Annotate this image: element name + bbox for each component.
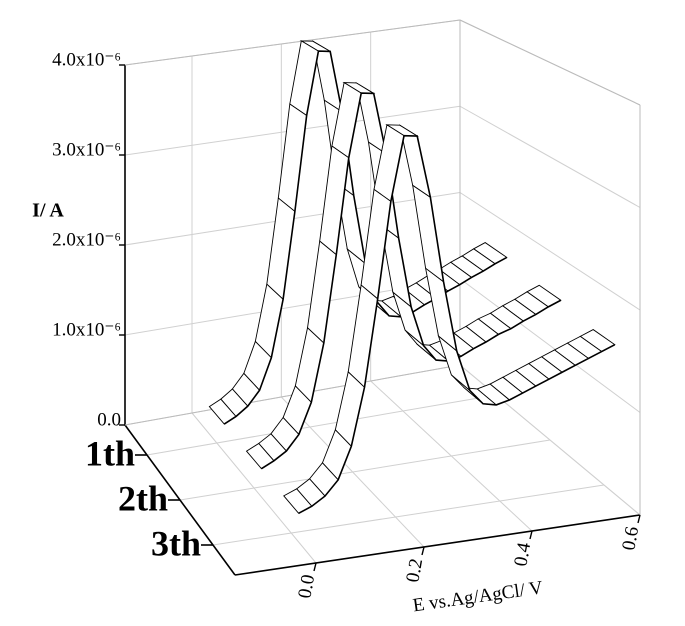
ribbon-segment (347, 284, 379, 389)
grid-line (459, 278, 641, 413)
legend-label: 3th (151, 523, 201, 563)
y-tick-label: 3.0x10⁻⁶ (52, 139, 121, 160)
x-axis-label: E vs.Ag/AgCl/ V (411, 577, 544, 616)
legend-label: 1th (85, 433, 135, 473)
grid-line (146, 394, 497, 456)
x-tick (421, 546, 425, 556)
x-tick (313, 562, 317, 572)
y-tick-label: 0.0 (97, 409, 121, 430)
ribbon-edge (261, 92, 562, 470)
grid-line (179, 439, 551, 501)
y-tick-label: 2.0x10⁻⁶ (52, 229, 121, 250)
ribbon-edge (298, 134, 616, 515)
box-edge (124, 19, 461, 66)
y-axis-label: I/ A (32, 200, 64, 222)
ribbon-segment (412, 184, 445, 283)
x-tick-label: 0.0 (294, 573, 319, 600)
y-tick-label: 4.0x10⁻⁶ (52, 49, 121, 70)
grid-line (459, 192, 641, 311)
x-tick (637, 514, 641, 524)
x-tick-label: 0.4 (510, 540, 535, 568)
ribbon-segment (307, 240, 337, 344)
legend-label: 2th (118, 478, 168, 518)
grid-line (212, 484, 605, 546)
x-tick (529, 530, 533, 540)
y-tick-label: 1.0x10⁻⁶ (52, 319, 121, 340)
grid-line (459, 105, 641, 208)
axis-line (234, 514, 641, 576)
x-tick-label: 0.6 (618, 525, 643, 552)
x-tick-label: 0.2 (402, 557, 427, 584)
ribbon-segment (277, 103, 308, 213)
box-edge (459, 19, 641, 106)
